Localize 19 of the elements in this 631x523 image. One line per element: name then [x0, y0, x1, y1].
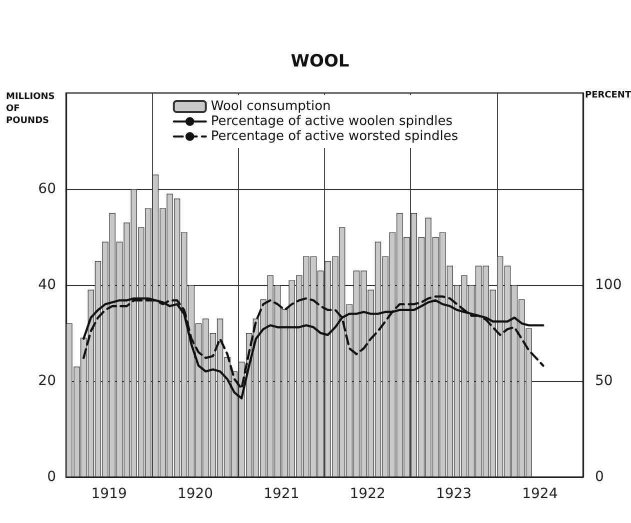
y-tick-label: 40	[38, 277, 56, 293]
x-tick-label: 1921	[264, 486, 300, 502]
chart-title: WOOL	[290, 52, 350, 72]
y2-tick-label: 50	[595, 373, 613, 389]
y2-tick-label: 100	[595, 277, 622, 293]
x-tick-label: 1924	[522, 486, 558, 502]
y2-tick-label: 0	[595, 469, 604, 485]
y-tick-label: 0	[47, 469, 56, 485]
y-axis-title: MILLIONS OF POUNDS	[6, 92, 58, 126]
x-tick-label: 1919	[91, 486, 127, 502]
x-tick-label: 1920	[177, 486, 214, 502]
x-tick-label: 1923	[436, 486, 472, 502]
legend-label: Percentage of active worsted spindles	[210, 129, 458, 144]
y-tick-label: 60	[38, 181, 56, 197]
x-tick-label: 1922	[350, 486, 386, 502]
y-tick-label: 20	[38, 373, 56, 389]
y2-axis-title: PERCENT	[585, 90, 631, 100]
legend-label: Wool consumption	[210, 99, 331, 114]
legend-label: Percentage of active woolen spindles	[210, 114, 453, 129]
